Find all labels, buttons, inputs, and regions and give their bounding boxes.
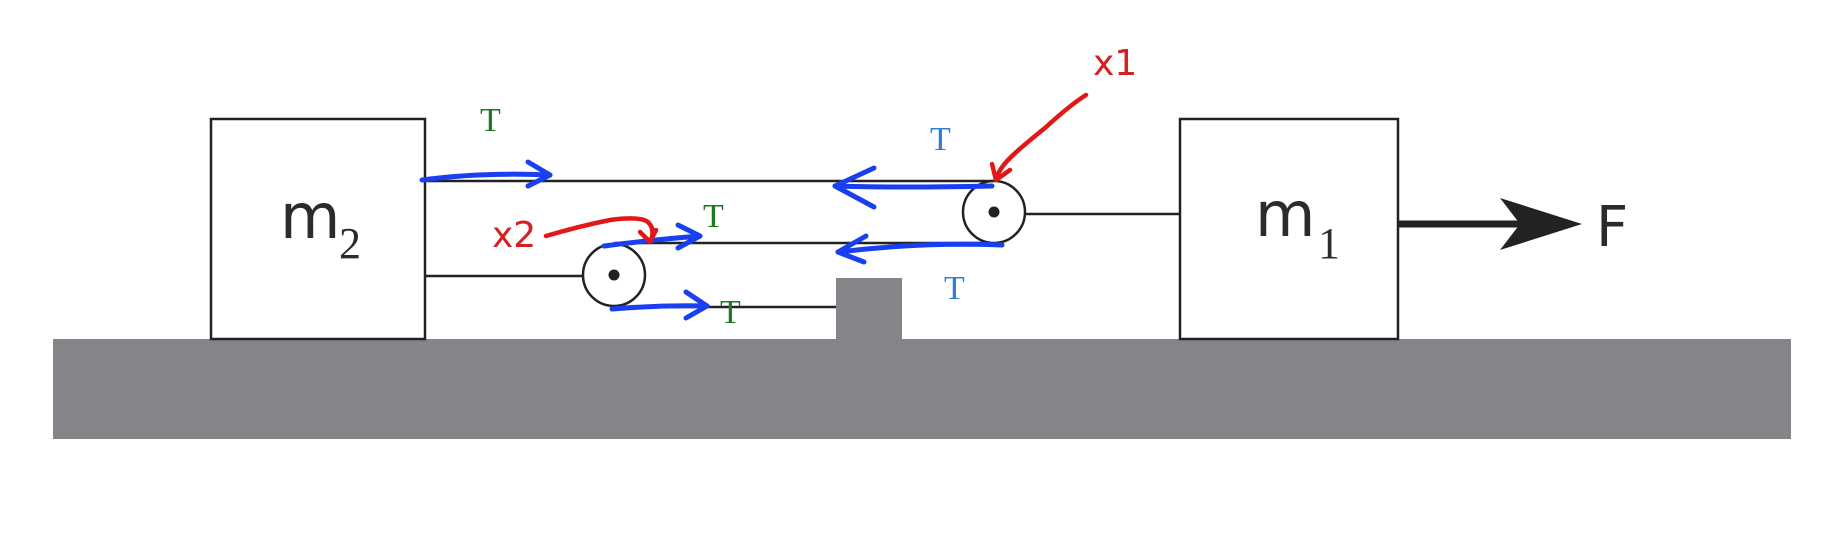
tension-label-middle: T xyxy=(703,198,724,235)
tension-arrow-middle-left-pointing xyxy=(835,233,1005,265)
block-m1-subscript: 1 xyxy=(1318,219,1340,268)
block-m2: m 2 xyxy=(209,117,427,341)
tension-label-bottom: T xyxy=(720,294,741,331)
applied-force-arrow xyxy=(1398,198,1582,250)
annotation-arrow-x1 xyxy=(989,92,1089,183)
block-m2-letter: m xyxy=(280,180,340,253)
tension-label-top-left: T xyxy=(480,102,501,139)
applied-force-label: F xyxy=(1596,195,1628,260)
tension-label-lower-right: T xyxy=(944,270,965,307)
tension-arrow-bottom-right-pointing xyxy=(609,289,710,321)
block-m2-subscript: 2 xyxy=(339,219,361,268)
pulley-1 xyxy=(961,179,1027,245)
annotation-label-x1: x1 xyxy=(1093,43,1137,84)
tension-label-top-right: T xyxy=(930,121,951,158)
block-m1-letter: m xyxy=(1255,178,1315,251)
annotation-label-x2: x2 xyxy=(492,215,536,256)
ground-stop-peg xyxy=(836,278,902,340)
ground-surface xyxy=(53,339,1791,439)
block-m1: m 1 xyxy=(1178,117,1400,341)
annotation-arrow-x2 xyxy=(543,216,659,245)
pulley-2 xyxy=(581,242,647,308)
tension-arrow-top-right-pointing xyxy=(419,159,553,189)
tension-arrow-top-left-pointing xyxy=(832,165,995,210)
